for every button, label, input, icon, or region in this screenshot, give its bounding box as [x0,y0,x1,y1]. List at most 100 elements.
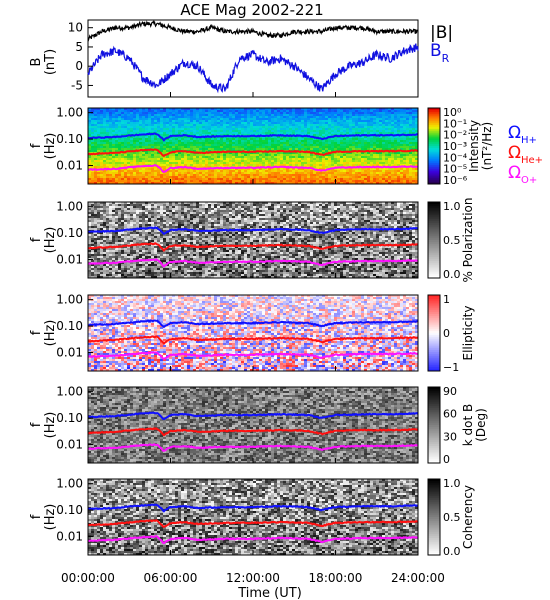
spectrogram-cell [385,110,389,113]
spectrogram-cell [292,180,296,183]
spectrogram-cell [292,122,296,125]
spectrogram-cell [364,144,368,147]
spectrogram-cell [337,144,341,147]
spectrogram-cell [319,122,323,125]
spectrogram-cell [133,230,137,233]
spectrogram-cell [88,160,92,163]
spectrogram-cell [121,142,125,145]
spectrogram-cell [208,114,212,117]
spectrogram-cell [136,116,140,119]
spectrogram-cell [280,110,284,113]
spectrogram-cell [229,126,233,129]
spectrogram-cell [178,160,182,163]
spectrogram-cell [352,110,356,113]
spectrogram-cell [97,176,101,179]
spectrogram-cell [106,224,110,227]
spectrogram-cell [163,134,167,137]
spectrogram-cell [121,202,125,205]
spectrogram-cell [238,126,242,129]
spectrogram-cell [298,116,302,119]
spectrogram-cell [262,158,266,161]
spectrogram-cell [409,160,413,163]
spectrogram-cell [400,122,404,125]
spectrogram-cell [130,182,134,185]
spectrogram-cell [124,176,128,179]
spectrogram-cell [118,252,122,255]
spectrogram-cell [160,150,164,153]
spectrogram-cell [157,130,161,133]
spectrogram-cell [397,128,401,131]
spectrogram-cell [256,148,260,151]
spectrogram-cell [361,136,365,139]
spectrogram-cell [337,170,341,173]
colorbar-title: Intensity [467,120,481,172]
spectrogram-cell [187,124,191,127]
spectrogram-cell [382,154,386,157]
spectrogram-cell [94,142,98,145]
spectrogram-cell [226,108,230,111]
b-axis-unit: (nT) [43,49,58,75]
spectrogram-cell [238,164,242,167]
spectrogram-cell [355,132,359,135]
spectrogram-cell [298,170,302,173]
spectrogram-cell [142,142,146,145]
spectrogram-cell [238,172,242,175]
spectrogram-cell [304,160,308,163]
spectrogram-cell [115,256,119,259]
spectrogram-cell [100,156,104,159]
spectrogram-cell [94,180,98,183]
spectrogram-cell [115,274,119,277]
spectrogram-cell [310,112,314,115]
spectrogram-cell [139,110,143,113]
spectrogram-cell [376,170,380,173]
spectrogram-cell [229,168,233,171]
spectrogram-cell [322,172,326,175]
spectrogram-cell [178,126,182,129]
spectrogram-cell [187,132,191,135]
spectrogram-cell [166,170,170,173]
spectrogram-cell [280,182,284,185]
spectrogram-cell [187,174,191,177]
spectrogram-cell [88,218,92,221]
spectrogram-cell [100,212,104,215]
spectrogram-cell [142,114,146,117]
spectrogram-cell [115,124,119,127]
spectrogram-cell [136,136,140,139]
spectrogram-cell [154,122,158,125]
spectrogram-cell [112,250,116,253]
spectrogram-cell [139,162,143,165]
spectrogram-cell [325,170,329,173]
spectrogram-cell [88,220,92,223]
colorbar-segment [428,161,440,164]
spectrogram-cell [97,174,101,177]
spectrogram-cell [235,118,239,121]
spectrogram-cell [88,228,92,231]
spectrogram-cell [313,132,317,135]
spectrogram-cell [301,172,305,175]
spectrogram-cell [316,134,320,137]
spectrogram-cell [406,130,410,133]
spectrogram-cell [262,164,266,167]
spectrogram-cell [151,116,155,119]
spectrogram-cell [157,148,161,151]
spectrogram-cell [238,108,242,111]
spectrogram-cell [106,160,110,163]
spectrogram-cell [115,252,119,255]
spectrogram-cell [103,226,107,229]
spectrogram-cell [127,246,131,249]
spectrogram-cell [223,164,227,167]
spectrogram-cell [121,112,125,115]
spectrogram-cell [403,130,407,133]
chart-title: ACE Mag 2002-221 [180,1,323,19]
spectrogram-cell [100,180,104,183]
spectrogram-cell [178,170,182,173]
spectrogram-cell [331,174,335,177]
spectrogram-cell [103,126,107,129]
spectrogram-cell [178,114,182,117]
spectrogram-cell [175,182,179,185]
spectrogram-cell [169,124,173,127]
spectrogram-cell [265,180,269,183]
spectrogram-cell [385,156,389,159]
spectrogram-cell [121,156,125,159]
spectrogram-cell [151,160,155,163]
